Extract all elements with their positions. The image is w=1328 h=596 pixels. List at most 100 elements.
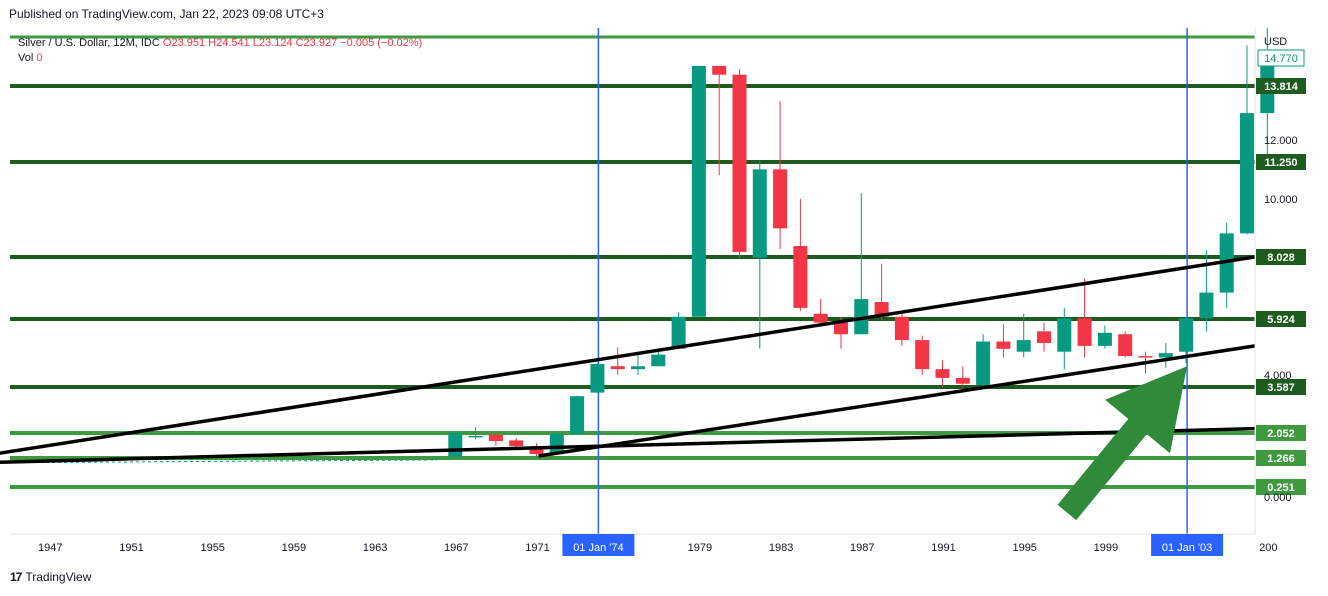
level-price-label: 11.250 — [1264, 157, 1297, 169]
candle-body — [1077, 318, 1092, 346]
level-price-tag — [1256, 78, 1306, 94]
candle-body — [752, 169, 767, 258]
candle-body — [854, 299, 869, 335]
legend-symbol: Silver / U.S. Dollar, 12M, IDC — [18, 37, 160, 49]
level-price-tag — [1256, 479, 1306, 495]
trendlines — [0, 255, 1256, 465]
candle-body — [651, 354, 666, 367]
x-tick-label: 1983 — [769, 542, 793, 554]
x-tick-label: 01 Jan '03 — [1162, 542, 1212, 554]
legend-vol-label: Vol — [18, 52, 34, 64]
candle-body — [834, 322, 848, 335]
candle-body — [976, 341, 991, 386]
level-price-label: 8.028 — [1267, 252, 1295, 264]
x-tick-label: 1999 — [1094, 542, 1118, 554]
level-price-label: 0.251 — [1267, 482, 1295, 494]
x-tick-label: 1971 — [525, 542, 549, 554]
x-tick-label: 1963 — [363, 542, 387, 554]
x-tick-label: 1959 — [282, 542, 306, 554]
candle-body — [1179, 318, 1194, 352]
candle-body — [448, 433, 463, 457]
tradingview-logo-icon: 17 — [10, 570, 22, 584]
legend-main-row: Silver / U.S. Dollar, 12M, IDC O23.951 H… — [18, 36, 422, 51]
candle-body — [570, 396, 585, 435]
candle-body — [712, 65, 727, 75]
candle-body — [488, 434, 503, 442]
level-price-tag — [1256, 311, 1306, 327]
x-tick-label: 1951 — [119, 542, 143, 554]
candle-body — [610, 366, 625, 370]
x-tick-highlight — [1151, 534, 1224, 556]
level-price-tag — [1256, 450, 1306, 466]
x-tick-label: 1995 — [1012, 542, 1036, 554]
level-price-tag — [1256, 154, 1306, 170]
legend-vol-value: 0 — [36, 52, 43, 64]
candle-body — [935, 369, 950, 378]
footer-brand[interactable]: TradingView — [25, 570, 92, 584]
candle-body — [793, 246, 808, 308]
trendline — [538, 344, 1256, 458]
last-price-label: 14.770 — [1264, 53, 1298, 65]
x-tick-label: 1991 — [931, 542, 955, 554]
candle-body — [691, 65, 706, 317]
horizontal-levels — [10, 35, 1255, 489]
candle-body — [915, 340, 930, 370]
arrow-annotation — [1057, 366, 1188, 521]
trendline — [0, 255, 1256, 455]
y-axis-currency: USD — [1264, 36, 1287, 48]
candle-body — [1199, 292, 1214, 319]
x-tick-label: 1987 — [850, 542, 874, 554]
candle-body — [1158, 353, 1173, 358]
level-price-tag — [1256, 425, 1306, 441]
footer: 17 TradingView — [10, 570, 91, 584]
candle-body — [1097, 332, 1112, 346]
early-data-trace — [9, 459, 438, 464]
candle-body — [732, 74, 747, 252]
last-price-tag — [1257, 49, 1305, 67]
x-tick-label: 200 — [1259, 542, 1277, 554]
level-price-tag — [1256, 379, 1306, 395]
vertical-date-lines — [597, 28, 1188, 534]
level-price-label: 2.052 — [1267, 428, 1295, 440]
level-price-label: 13.814 — [1264, 81, 1299, 93]
candle-body — [1240, 113, 1254, 234]
level-price-label: 3.587 — [1267, 382, 1295, 394]
candle-body — [529, 446, 544, 455]
candle-body — [773, 169, 788, 229]
candles — [9, 27, 1275, 464]
trendline — [0, 426, 1256, 465]
x-tick-label: 1955 — [200, 542, 224, 554]
legend-vol-row: Vol 0 — [18, 51, 422, 66]
x-tick-label: 1947 — [38, 542, 62, 554]
candle-body — [894, 316, 909, 341]
candle-body — [631, 366, 645, 370]
candle-body — [955, 377, 970, 384]
x-tick-label: 1979 — [688, 542, 712, 554]
candle-body — [1016, 340, 1031, 352]
candle-body — [509, 440, 524, 447]
level-price-label: 1.266 — [1267, 453, 1295, 465]
x-tick-label: 1967 — [444, 542, 468, 554]
legend-ohlc: O23.951 H24.541 L23.124 C23.927 −0.005 (… — [162, 37, 423, 49]
level-price-label: 5.924 — [1267, 314, 1295, 326]
chart-legend: Silver / U.S. Dollar, 12M, IDC O23.951 H… — [18, 36, 422, 66]
candle-body — [1118, 334, 1133, 357]
y-tick-label: 10.000 — [1264, 194, 1298, 206]
level-price-tag — [1256, 249, 1306, 265]
candle-body — [590, 363, 605, 393]
candle-body — [996, 341, 1011, 349]
y-axis: 13.814 11.250 8.028 5.924 3.587 2.052 1.266 0.2… — [1254, 28, 1306, 534]
green-arrow-annotation — [1057, 366, 1188, 521]
candle-body — [468, 435, 483, 438]
y-tick-label: 12.000 — [1264, 135, 1298, 147]
candle-body — [1057, 318, 1072, 352]
candle-body — [1037, 331, 1051, 343]
x-tick-highlight — [562, 534, 635, 556]
x-axis: 1947 1951 1955 1959 1963 1967 1971 01 Jan '74 19… — [10, 533, 1277, 556]
published-info: Published on TradingView.com, Jan 22, 20… — [9, 7, 324, 21]
y-tick-label: 4.000 — [1264, 370, 1292, 382]
candle-body — [1138, 356, 1153, 358]
x-tick-label: 01 Jan '74 — [573, 542, 623, 554]
candle-body — [671, 316, 686, 349]
